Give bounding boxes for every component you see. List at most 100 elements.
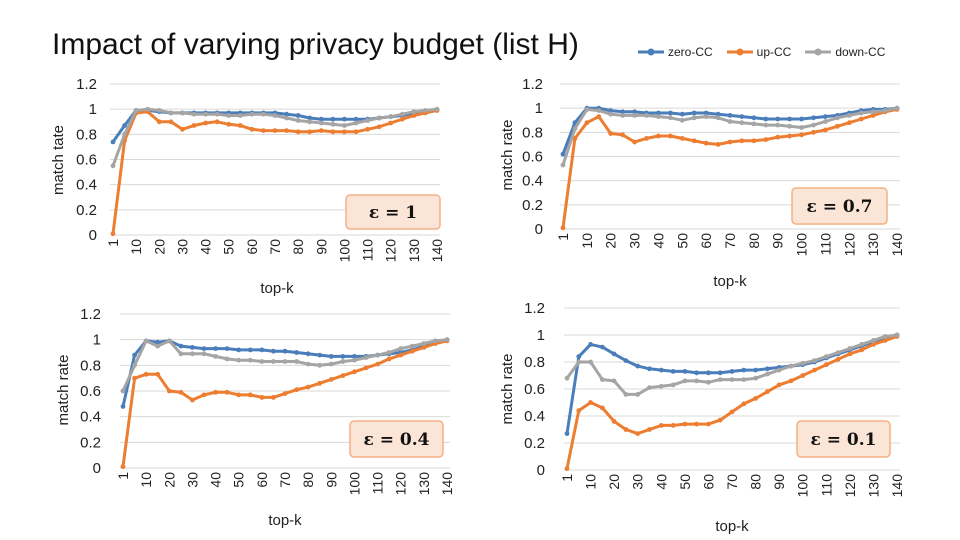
x-tick-label: 1 <box>559 474 575 482</box>
x-tick-label: 50 <box>221 239 237 255</box>
x-tick-label: 10 <box>138 472 154 488</box>
data-point-down-cc <box>433 338 438 344</box>
x-tick-label: 130 <box>865 233 881 257</box>
data-point-down-cc <box>342 123 347 128</box>
data-point-up-cc <box>870 113 876 118</box>
data-point-up-cc <box>564 466 570 471</box>
data-point-zero-cc <box>572 120 578 126</box>
data-point-up-cc <box>835 356 841 362</box>
data-point-down-cc <box>776 367 782 373</box>
data-point-down-cc <box>236 357 242 363</box>
x-tick-label: 50 <box>231 472 247 488</box>
data-point-up-cc <box>409 348 415 354</box>
data-point-zero-cc <box>295 113 301 118</box>
data-point-down-cc <box>858 110 864 116</box>
x-tick-label: 80 <box>748 474 764 490</box>
data-point-down-cc <box>882 334 888 339</box>
x-tick-label: 1 <box>555 233 571 241</box>
x-tick-label: 140 <box>429 239 445 263</box>
data-point-down-cc <box>318 120 324 126</box>
data-point-zero-cc <box>132 352 138 358</box>
data-point-up-cc <box>376 124 382 130</box>
page-title: Impact of varying privacy budget (list H… <box>52 28 579 61</box>
data-point-zero-cc <box>694 370 699 376</box>
data-point-up-cc <box>596 114 602 119</box>
data-point-up-cc <box>751 138 757 144</box>
x-tick-label: 110 <box>817 233 833 256</box>
data-point-up-cc <box>398 352 404 358</box>
y-tick-label: 0.6 <box>80 383 101 400</box>
y-tick-label: 0.8 <box>76 126 97 143</box>
data-point-down-cc <box>668 115 673 121</box>
data-point-zero-cc <box>727 113 733 118</box>
data-point-up-cc <box>201 392 207 398</box>
data-point-up-cc <box>668 133 673 139</box>
x-tick-label: 140 <box>889 233 905 257</box>
x-tick-label: 100 <box>336 239 352 263</box>
x-tick-label: 10 <box>583 474 599 490</box>
data-point-down-cc <box>307 119 313 125</box>
data-point-down-cc <box>894 332 900 338</box>
y-tick-label: 1 <box>537 327 545 344</box>
x-tick-label: 20 <box>151 239 167 255</box>
data-point-up-cc <box>190 397 195 403</box>
y-tick-label: 0.4 <box>522 173 543 190</box>
x-tick-label: 30 <box>627 233 643 249</box>
data-point-zero-cc <box>623 358 629 363</box>
data-point-up-cc <box>871 342 876 347</box>
data-point-zero-cc <box>305 351 311 357</box>
data-point-up-cc <box>178 389 184 395</box>
data-point-zero-cc <box>213 346 219 351</box>
y-tick-label: 0.8 <box>524 354 545 371</box>
data-point-zero-cc <box>190 345 195 350</box>
x-tick-label: 40 <box>198 239 214 255</box>
data-point-zero-cc <box>647 366 652 372</box>
data-point-up-cc <box>132 375 138 381</box>
data-point-down-cc <box>305 361 311 367</box>
y-tick-label: 0.2 <box>524 435 545 452</box>
data-point-up-cc <box>352 369 357 375</box>
x-tick-label: 140 <box>439 472 455 496</box>
data-point-zero-cc <box>318 116 324 122</box>
y-tick-label: 0 <box>93 460 101 477</box>
data-point-up-cc <box>729 409 735 415</box>
data-point-up-cc <box>330 129 336 135</box>
data-point-down-cc <box>120 388 126 394</box>
data-point-down-cc <box>271 359 276 364</box>
data-point-down-cc <box>823 119 828 124</box>
data-point-up-cc <box>249 126 255 132</box>
data-point-down-cc <box>388 114 394 120</box>
y-tick-label: 1.2 <box>76 76 97 93</box>
data-point-up-cc <box>213 389 219 395</box>
x-tick-label: 90 <box>313 239 329 255</box>
data-point-up-cc <box>812 367 817 373</box>
data-point-down-cc <box>751 121 757 127</box>
data-point-zero-cc <box>560 151 566 157</box>
data-point-up-cc <box>741 401 747 407</box>
data-point-zero-cc <box>600 344 605 350</box>
data-point-zero-cc <box>307 115 313 121</box>
data-point-up-cc <box>823 362 829 368</box>
data-point-up-cc <box>644 136 649 141</box>
data-point-up-cc <box>635 431 641 436</box>
annotation-box <box>345 194 441 230</box>
data-point-down-cc <box>564 375 570 381</box>
data-point-zero-cc <box>632 109 637 115</box>
data-point-down-cc <box>409 343 415 349</box>
data-point-up-cc <box>155 371 161 377</box>
x-tick-label: 120 <box>842 474 858 498</box>
data-point-down-cc <box>799 125 804 130</box>
y-tick-label: 0.6 <box>76 152 97 169</box>
x-tick-label: 100 <box>794 233 810 257</box>
data-point-down-cc <box>261 111 266 117</box>
data-point-down-cc <box>411 109 417 115</box>
y-tick-label: 1 <box>93 332 101 349</box>
x-axis-label: top-k <box>713 273 747 290</box>
data-point-up-cc <box>203 120 209 126</box>
y-axis-label: match rate <box>499 354 516 425</box>
x-tick-label: 70 <box>722 233 738 249</box>
data-point-up-cc <box>703 140 709 146</box>
y-tick-label: 0.4 <box>524 408 545 425</box>
x-tick-label: 130 <box>416 472 432 496</box>
data-point-down-cc <box>739 120 745 126</box>
